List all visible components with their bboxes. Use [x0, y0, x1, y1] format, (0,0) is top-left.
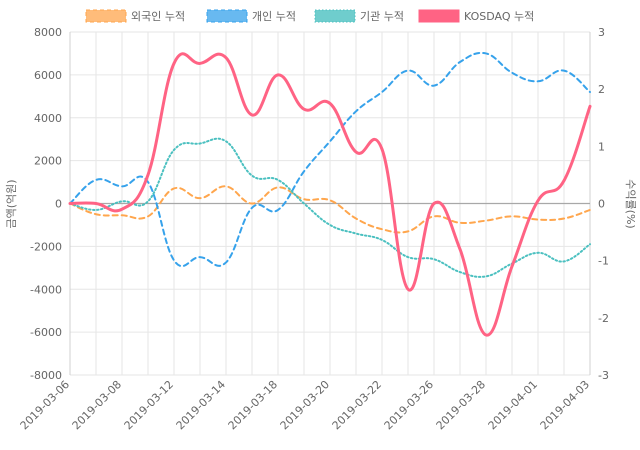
- left-tick-label: 0: [55, 198, 62, 211]
- right-tick-label: 0: [598, 198, 605, 211]
- left-axis-title: 금액(억원): [5, 179, 18, 228]
- legend-item[interactable]: 외국인 누적: [85, 9, 185, 23]
- legend-swatch: [418, 9, 460, 23]
- right-tick-label: 3: [598, 26, 605, 39]
- left-tick-label: 2000: [34, 155, 62, 168]
- right-tick-label: -1: [598, 255, 609, 268]
- x-tick-label: 2019-03-08: [70, 378, 124, 432]
- left-axis: -8000 -6000 -4000 -2000 0 2000 4000 6000 8000: [30, 26, 62, 382]
- x-axis: 2019-03-062019-03-082019-03-122019-03-14…: [18, 378, 592, 432]
- right-tick-label: 1: [598, 140, 605, 153]
- legend-label: 기관 누적: [360, 10, 404, 23]
- x-tick-label: 2019-04-03: [538, 378, 592, 432]
- left-tick-label: -2000: [30, 240, 62, 253]
- legend-item[interactable]: KOSDAQ 누적: [418, 9, 534, 23]
- series-foreign-line: [69, 185, 591, 234]
- right-axis-title: 수익률(%): [624, 179, 637, 228]
- x-tick-label: 2019-03-26: [382, 378, 436, 432]
- legend-label: KOSDAQ 누적: [464, 10, 534, 23]
- series-kosdaq-line: [68, 52, 592, 337]
- legend-swatch: [314, 9, 356, 23]
- left-tick-label: -6000: [30, 326, 62, 339]
- series-individual-line: [69, 51, 591, 268]
- x-tick-label: 2019-03-06: [18, 378, 72, 432]
- x-tick-label: 2019-03-12: [122, 378, 176, 432]
- legend-swatch: [85, 9, 127, 23]
- series-layer: [68, 51, 592, 337]
- right-axis: -3 -2 -1 0 1 2 3: [598, 26, 609, 382]
- series-institution-line: [69, 137, 591, 278]
- legend-swatch: [206, 9, 248, 23]
- left-tick-label: 8000: [34, 26, 62, 39]
- x-tick-label: 2019-03-22: [330, 378, 384, 432]
- legend-item[interactable]: 기관 누적: [314, 9, 404, 23]
- right-tick-label: -3: [598, 369, 609, 382]
- legend-item[interactable]: 개인 누적: [206, 9, 296, 23]
- x-tick-label: 2019-03-28: [434, 378, 488, 432]
- left-tick-label: -8000: [30, 369, 62, 382]
- left-tick-label: 6000: [34, 69, 62, 82]
- x-tick-label: 2019-03-20: [278, 378, 332, 432]
- legend-label: 개인 누적: [252, 10, 296, 23]
- right-tick-label: -2: [598, 312, 609, 325]
- x-tick-label: 2019-03-14: [174, 378, 228, 432]
- left-tick-label: 4000: [34, 112, 62, 125]
- legend[interactable]: 외국인 누적 개인 누적 기관 누적 KOSDAQ 누적: [85, 9, 534, 23]
- x-tick-label: 2019-04-01: [486, 378, 540, 432]
- x-tick-label: 2019-03-18: [226, 378, 280, 432]
- left-tick-label: -4000: [30, 283, 62, 296]
- right-tick-label: 2: [598, 83, 605, 96]
- legend-label: 외국인 누적: [131, 10, 185, 23]
